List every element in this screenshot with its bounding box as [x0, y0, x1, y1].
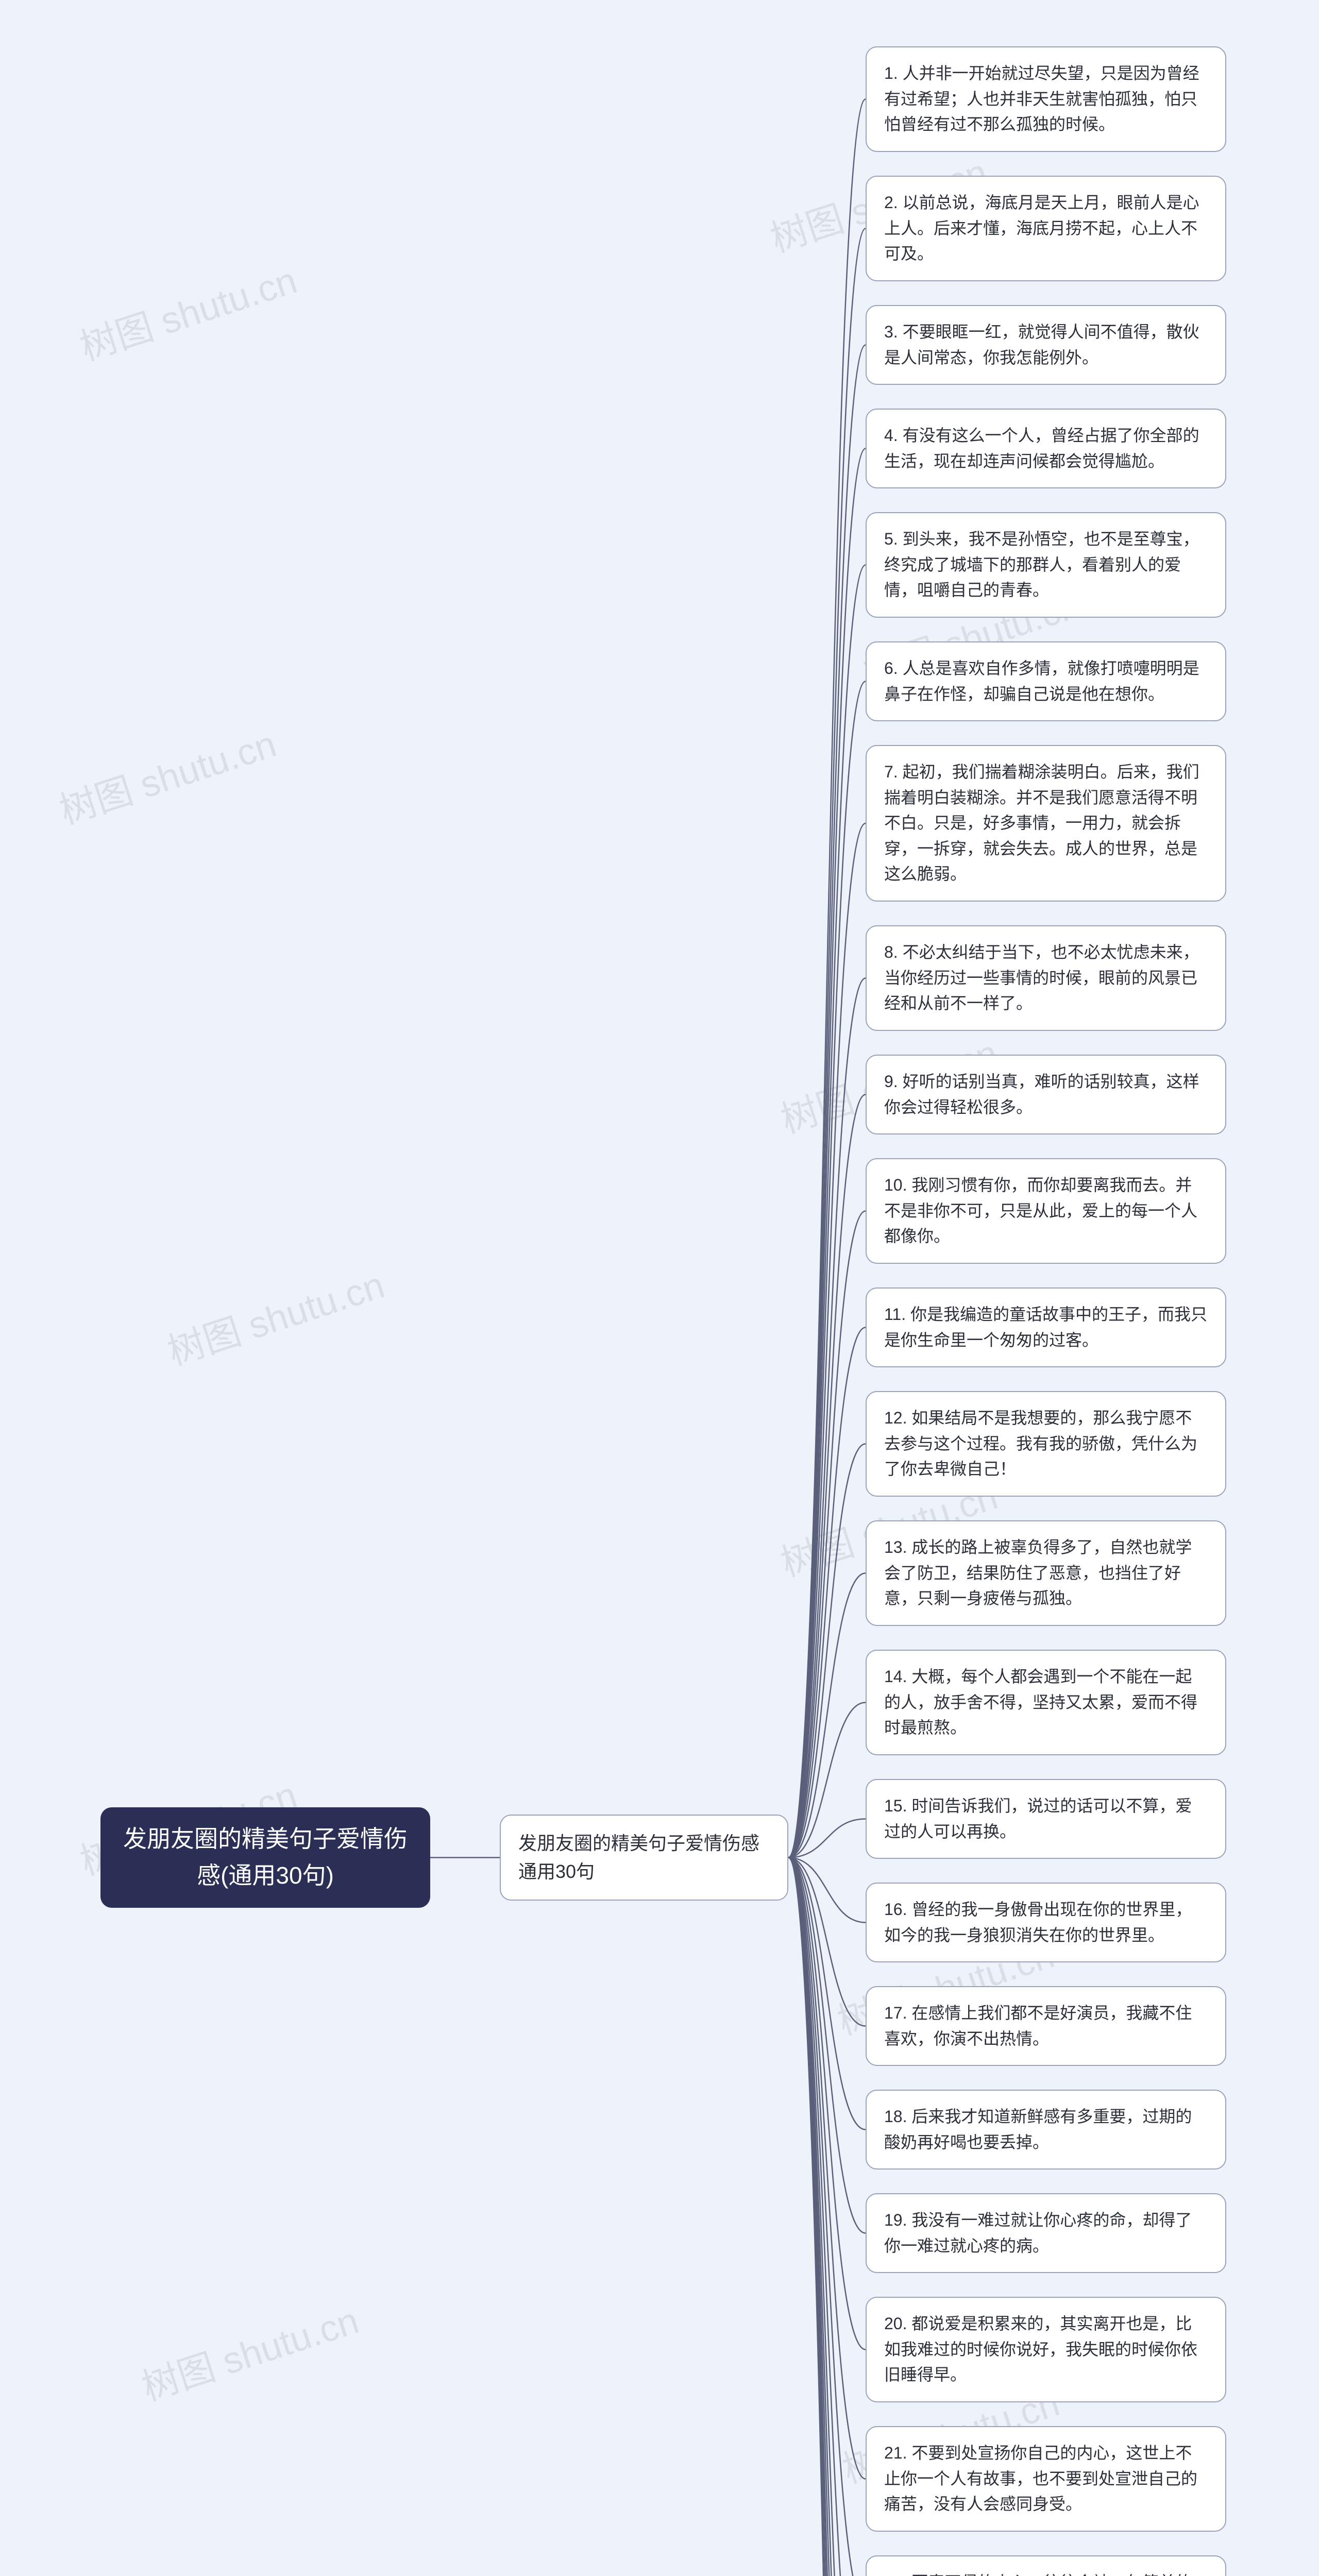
leaf-node-text: 20. 都说爱是积累来的，其实离开也是，比如我难过的时候你说好，我失眠的时候你依… — [884, 2314, 1197, 2384]
leaf-node: 16. 曾经的我一身傲骨出现在你的世界里，如今的我一身狼狈消失在你的世界里。 — [866, 1883, 1226, 1962]
leaf-node: 18. 后来我才知道新鲜感有多重要，过期的酸奶再好喝也要丢掉。 — [866, 2090, 1226, 2170]
leaf-node: 21. 不要到处宣扬你自己的内心，这世上不止你一个人有故事，也不要到处宣泄自己的… — [866, 2426, 1226, 2532]
leaf-node-text: 6. 人总是喜欢自作多情，就像打喷嚏明明是鼻子在作怪，却骗自己说是他在想你。 — [884, 659, 1199, 703]
leaf-node-text: 16. 曾经的我一身傲骨出现在你的世界里，如今的我一身狼狈消失在你的世界里。 — [884, 1900, 1192, 1944]
leaf-node-text: 9. 好听的话别当真，难听的话别较真，这样你会过得轻松很多。 — [884, 1072, 1199, 1116]
leaf-node: 11. 你是我编造的童话故事中的王子，而我只是你生命里一个匆匆的过客。 — [866, 1287, 1226, 1367]
leaf-node: 10. 我刚习惯有你，而你却要离我而去。并不是非你不可，只是从此，爱上的每一个人… — [866, 1158, 1226, 1264]
leaf-node: 13. 成长的路上被辜负得多了，自然也就学会了防卫，结果防住了恶意，也挡住了好意… — [866, 1520, 1226, 1626]
mid-node-text: 发朋友圈的精美句子爱情伤感 通用30句 — [518, 1833, 759, 1883]
leaf-node: 2. 以前总说，海底月是天上月，眼前人是心上人。后来才懂，海底月捞不起，心上人不… — [866, 176, 1226, 281]
leaf-node-text: 21. 不要到处宣扬你自己的内心，这世上不止你一个人有故事，也不要到处宣泄自己的… — [884, 2444, 1197, 2513]
leaf-node-text: 3. 不要眼眶一红，就觉得人间不值得，散伙是人间常态，你我怎能例外。 — [884, 323, 1199, 367]
leaf-node-text: 11. 你是我编造的童话故事中的王子，而我只是你生命里一个匆匆的过客。 — [884, 1305, 1207, 1349]
mid-node: 发朋友圈的精美句子爱情伤感 通用30句 — [500, 1815, 788, 1901]
leaf-node: 1. 人并非一开始就过尽失望，只是因为曾经有过希望；人也并非天生就害怕孤独，怕只… — [866, 46, 1226, 152]
leaf-node: 19. 我没有一难过就让你心疼的命，却得了你一难过就心疼的病。 — [866, 2193, 1226, 2273]
leaf-node: 8. 不必太纠结于当下，也不必太忧虑未来，当你经历过一些事情的时候，眼前的风景已… — [866, 925, 1226, 1031]
leaf-node-text: 15. 时间告诉我们，说过的话可以不算，爱过的人可以再换。 — [884, 1797, 1192, 1841]
leaf-node-text: 8. 不必太纠结于当下，也不必太忧虑未来，当你经历过一些事情的时候，眼前的风景已… — [884, 943, 1199, 1012]
leaf-node-text: 5. 到头来，我不是孙悟空，也不是至尊宝，终究成了城墙下的那群人，看着别人的爱情… — [884, 530, 1199, 599]
leaf-node-text: 22. 百毒不侵的内心，往往会被一句简单的安慰打败，刀枪不入的伪装，常常在懂你人… — [884, 2573, 1197, 2576]
leaf-node-text: 19. 我没有一难过就让你心疼的命，却得了你一难过就心疼的病。 — [884, 2211, 1192, 2255]
leaf-node-text: 1. 人并非一开始就过尽失望，只是因为曾经有过希望；人也并非天生就害怕孤独，怕只… — [884, 64, 1199, 133]
leaf-node-text: 17. 在感情上我们都不是好演员，我藏不住喜欢，你演不出热情。 — [884, 2004, 1192, 2048]
mindmap-canvas: 发朋友圈的精美句子爱情伤感(通用30句) 发朋友圈的精美句子爱情伤感 通用30句… — [0, 0, 1319, 2576]
leaf-node: 22. 百毒不侵的内心，往往会被一句简单的安慰打败，刀枪不入的伪装，常常在懂你人… — [866, 2555, 1226, 2576]
leaf-node-text: 2. 以前总说，海底月是天上月，眼前人是心上人。后来才懂，海底月捞不起，心上人不… — [884, 193, 1199, 263]
leaf-node-text: 18. 后来我才知道新鲜感有多重要，过期的酸奶再好喝也要丢掉。 — [884, 2107, 1192, 2151]
leaf-node: 15. 时间告诉我们，说过的话可以不算，爱过的人可以再换。 — [866, 1779, 1226, 1859]
leaf-node: 6. 人总是喜欢自作多情，就像打喷嚏明明是鼻子在作怪，却骗自己说是他在想你。 — [866, 641, 1226, 721]
leaf-node: 4. 有没有这么一个人，曾经占据了你全部的生活，现在却连声问候都会觉得尴尬。 — [866, 409, 1226, 488]
leaf-node: 9. 好听的话别当真，难听的话别较真，这样你会过得轻松很多。 — [866, 1055, 1226, 1134]
leaf-node: 3. 不要眼眶一红，就觉得人间不值得，散伙是人间常态，你我怎能例外。 — [866, 305, 1226, 385]
leaf-node-text: 12. 如果结局不是我想要的，那么我宁愿不去参与这个过程。我有我的骄傲，凭什么为… — [884, 1409, 1197, 1478]
root-node: 发朋友圈的精美句子爱情伤感(通用30句) — [100, 1807, 430, 1908]
leaf-node: 17. 在感情上我们都不是好演员，我藏不住喜欢，你演不出热情。 — [866, 1986, 1226, 2066]
leaf-node-text: 10. 我刚习惯有你，而你却要离我而去。并不是非你不可，只是从此，爱上的每一个人… — [884, 1176, 1197, 1245]
leaf-node: 20. 都说爱是积累来的，其实离开也是，比如我难过的时候你说好，我失眠的时候你依… — [866, 2297, 1226, 2402]
leaf-node-text: 7. 起初，我们揣着糊涂装明白。后来，我们揣着明白装糊涂。并不是我们愿意活得不明… — [884, 762, 1199, 883]
leaf-node: 14. 大概，每个人都会遇到一个不能在一起的人，放手舍不得，坚持又太累，爱而不得… — [866, 1650, 1226, 1755]
leaf-node: 7. 起初，我们揣着糊涂装明白。后来，我们揣着明白装糊涂。并不是我们愿意活得不明… — [866, 745, 1226, 902]
leaf-node-text: 4. 有没有这么一个人，曾经占据了你全部的生活，现在却连声问候都会觉得尴尬。 — [884, 426, 1199, 470]
root-node-text: 发朋友圈的精美句子爱情伤感(通用30句) — [123, 1825, 408, 1889]
leaf-node: 12. 如果结局不是我想要的，那么我宁愿不去参与这个过程。我有我的骄傲，凭什么为… — [866, 1391, 1226, 1497]
leaf-node: 5. 到头来，我不是孙悟空，也不是至尊宝，终究成了城墙下的那群人，看着别人的爱情… — [866, 512, 1226, 618]
leaf-node-text: 13. 成长的路上被辜负得多了，自然也就学会了防卫，结果防住了恶意，也挡住了好意… — [884, 1538, 1192, 1607]
leaf-node-text: 14. 大概，每个人都会遇到一个不能在一起的人，放手舍不得，坚持又太累，爱而不得… — [884, 1667, 1197, 1737]
